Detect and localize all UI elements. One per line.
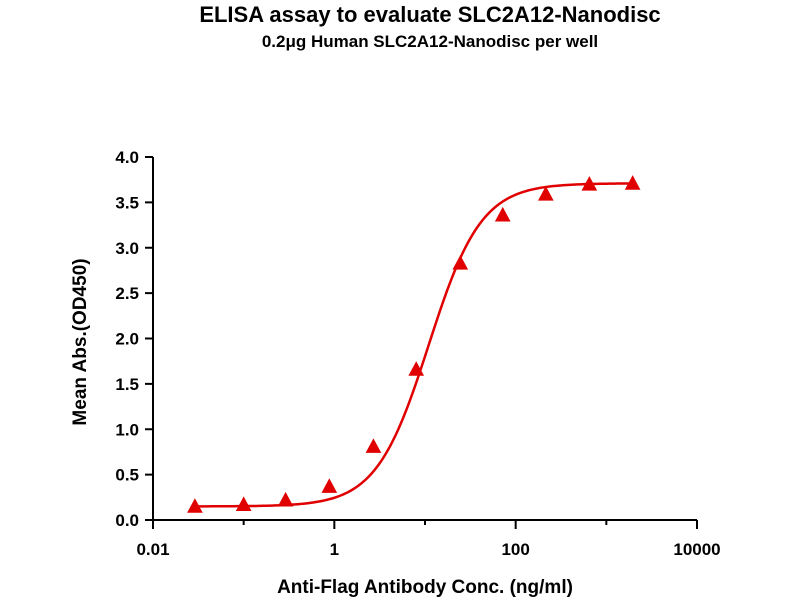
y-axis-label: Mean Abs.(OD450) xyxy=(70,258,91,425)
chart-subtitle: 0.2μg Human SLC2A12-Nanodisc per well xyxy=(261,32,599,51)
data-point xyxy=(452,255,469,270)
data-point xyxy=(494,206,511,222)
fit-curve-layer xyxy=(194,182,633,508)
y-tick-label: 0.0 xyxy=(115,511,139,530)
x-tick-label: 100 xyxy=(501,540,529,559)
y-tick-label: 2.5 xyxy=(115,284,139,303)
data-point xyxy=(624,175,641,190)
x-tick-label: 10000 xyxy=(673,540,720,559)
y-tick-label: 1.0 xyxy=(115,420,139,439)
data-point xyxy=(537,186,554,201)
data-points-layer xyxy=(187,175,641,513)
data-point xyxy=(277,491,294,507)
x-tick-label: 1 xyxy=(330,540,339,559)
y-tick-label: 2.0 xyxy=(115,330,139,349)
data-point xyxy=(321,478,338,493)
data-point xyxy=(365,438,382,453)
axes: 0.0 0.5 1.0 1.5 2.0 2.5 3.0 3.5 4.0 0.01 1 100 10000 xyxy=(115,148,720,559)
x-tick-label: 0.01 xyxy=(136,540,169,559)
y-tick-label: 1.5 xyxy=(115,375,139,394)
data-point xyxy=(408,361,425,376)
data-point xyxy=(581,176,598,191)
fit-curve-line xyxy=(194,182,633,508)
y-tick-label: 0.5 xyxy=(115,466,139,485)
data-point xyxy=(187,498,203,513)
y-tick-label: 3.5 xyxy=(115,193,139,212)
data-point xyxy=(235,496,252,511)
y-tick-label: 4.0 xyxy=(115,148,139,167)
y-tick-label: 3.0 xyxy=(115,239,139,258)
chart-title: ELISA assay to evaluate SLC2A12-Nanodisc xyxy=(199,2,661,27)
x-axis-label: Anti-Flag Antibody Conc. (ng/ml) xyxy=(277,577,573,598)
